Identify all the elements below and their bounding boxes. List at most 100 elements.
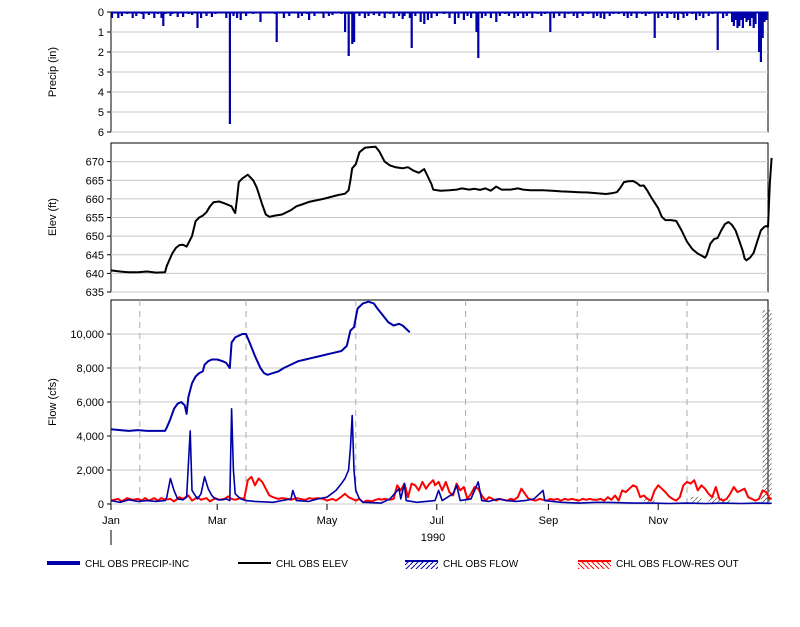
precip-bar (401, 12, 404, 19)
precip-bar (275, 12, 278, 42)
precip-bar (466, 12, 469, 16)
precip-bar (282, 12, 285, 18)
legend-swatch-hatch (405, 561, 438, 569)
precip-tick-label: 5 (98, 107, 104, 119)
precip-bar (623, 12, 626, 16)
legend-label: CHL OBS FLOW (443, 559, 519, 570)
elev-panel: 635 640 645 650 655 660 665 670 Elev (ft) (47, 142, 773, 299)
precip-bar (682, 12, 685, 18)
elev-lines (110, 145, 773, 274)
precip-bar (169, 12, 172, 16)
precip-bar (392, 12, 395, 18)
flow-hatch-band (708, 496, 718, 504)
precip-bar (259, 12, 262, 22)
legend-label: CHL OBS ELEV (276, 559, 348, 570)
precip-bar (572, 12, 575, 16)
legend: CHL OBS PRECIP-INC CHL OBS ELEV CHL OBS FL… (47, 559, 739, 570)
x-tick-label: Nov (648, 515, 668, 527)
flow-upper-line (110, 300, 411, 432)
precip-bar (182, 12, 185, 17)
precip-bar (734, 12, 737, 20)
precip-bar (153, 12, 156, 18)
precip-bar (758, 12, 761, 52)
precip-bar (592, 12, 595, 18)
precip-bar (666, 12, 669, 18)
precip-bar (644, 12, 647, 16)
precip-bar (765, 12, 768, 20)
precip-bar (358, 12, 361, 16)
flow-tick-label: 4,000 (76, 431, 104, 443)
flow-tick-label: 0 (98, 499, 104, 511)
precip-bar (398, 12, 401, 16)
precip-bar (725, 12, 728, 16)
x-tick-label: Sep (539, 515, 559, 527)
precip-bar (160, 12, 163, 18)
precip-bar (308, 12, 311, 20)
precip-bar (453, 12, 456, 24)
precip-bars (110, 11, 768, 124)
precip-bar (367, 12, 370, 16)
precip-bar (423, 12, 426, 24)
legend-swatch-hatch (578, 561, 611, 569)
flow-tick-label: 10,000 (70, 329, 104, 341)
flow-hatch-band (762, 310, 772, 504)
x-tick-label: Jul (430, 515, 444, 527)
x-tick-label: Jan (102, 515, 120, 527)
precip-bar (239, 12, 242, 20)
precip-bar (327, 12, 330, 16)
flow-tick-label: 6,000 (76, 397, 104, 409)
precip-bar (677, 12, 680, 20)
precip-bar (288, 12, 291, 16)
precip-bar (110, 12, 114, 18)
precip-bar (716, 12, 719, 50)
precip-bar (722, 12, 725, 18)
elev-tick-label: 660 (86, 194, 104, 206)
precip-bar (408, 12, 411, 18)
precip-bar (698, 12, 701, 16)
precip-bar (210, 12, 213, 17)
precip-bar (383, 12, 386, 18)
precip-bar (516, 12, 519, 16)
precip-bar (581, 12, 584, 16)
elev-tick-label: 670 (86, 157, 104, 169)
precip-bar (410, 12, 413, 48)
flow-hatch-band (690, 496, 702, 504)
precip-bar (747, 12, 750, 20)
precip-tick-label: 4 (98, 87, 104, 99)
precip-y-axis-label: Precip (in) (47, 47, 59, 97)
elev-y-axis-label: Elev (ft) (47, 198, 59, 236)
precip-bar (176, 12, 179, 17)
elev-series-line (110, 145, 773, 274)
precip-bar (761, 12, 764, 38)
precip-bar (695, 12, 698, 20)
precip-bar (414, 12, 417, 16)
precip-bar (759, 12, 762, 62)
precip-bar (732, 12, 735, 26)
precip-bar (596, 12, 599, 16)
elev-tick-label: 645 (86, 250, 104, 262)
precip-bar (344, 12, 347, 32)
precip-bar (731, 12, 734, 22)
precip-bar (322, 12, 325, 18)
precip-bar (225, 12, 228, 18)
elev-tick-label: 665 (86, 175, 104, 187)
elev-tick-label: 655 (86, 213, 104, 225)
precip-bar (448, 12, 451, 18)
precip-bar (117, 12, 120, 18)
precip-bar (635, 12, 638, 18)
precip-bar (484, 12, 487, 16)
precip-bar (363, 12, 366, 18)
precip-bar (745, 12, 748, 22)
precip-bar (435, 12, 438, 16)
precip-bar (205, 12, 208, 16)
precip-bar (228, 12, 231, 124)
precip-bar (245, 12, 248, 16)
precip-bar (738, 12, 741, 26)
precip-bar (660, 12, 663, 16)
precip-bar (608, 12, 611, 16)
precip-bar (513, 12, 516, 18)
precip-bar (686, 12, 689, 16)
precip-tick-label: 1 (98, 27, 104, 39)
precip-bar (378, 12, 381, 16)
precip-bar (750, 12, 753, 18)
